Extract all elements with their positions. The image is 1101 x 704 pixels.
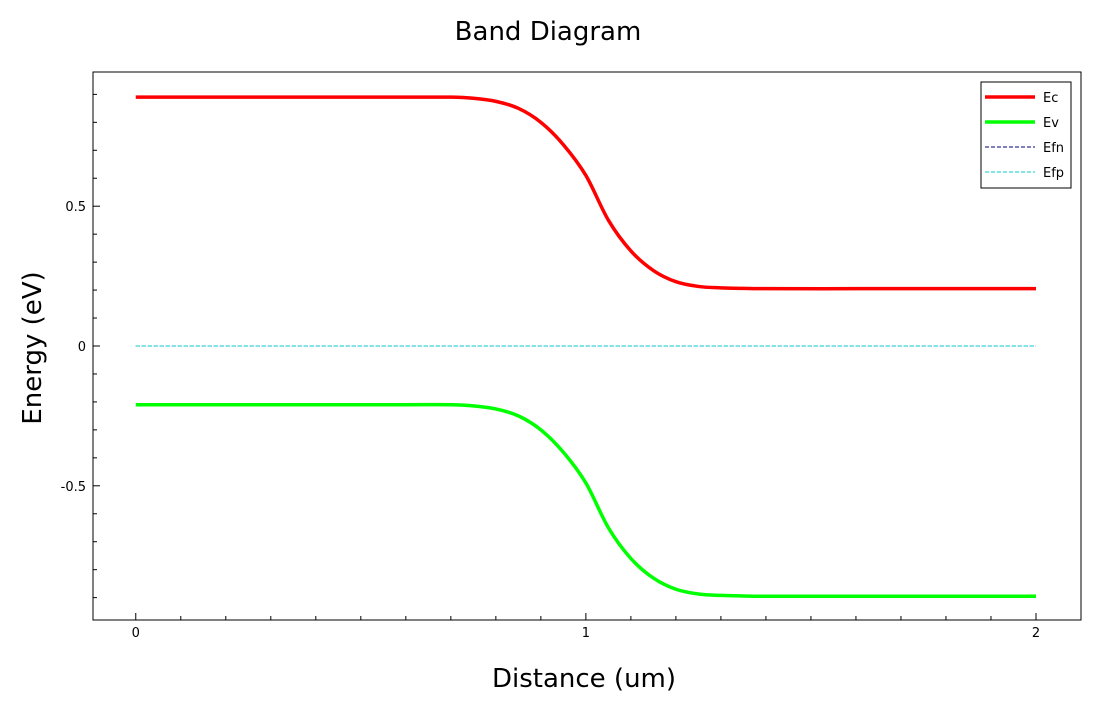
y-tick-label: 0 xyxy=(78,340,86,355)
y-tick-label: -0.5 xyxy=(61,480,86,495)
series-line-ev xyxy=(135,402,1036,599)
series-layer xyxy=(135,95,1036,599)
chart-title: Band Diagram xyxy=(455,17,642,47)
legend-label-ec: Ec xyxy=(1043,91,1058,106)
legend-box xyxy=(980,81,1072,189)
y-tick-label: 0.5 xyxy=(65,200,86,215)
y-axis-label: Energy (eV) xyxy=(18,271,48,424)
x-axis-label: Distance (um) xyxy=(492,664,676,694)
x-tick-label: 2 xyxy=(1032,626,1040,641)
legend-label-efn: Efn xyxy=(1043,141,1064,156)
legend: Ec Ev Efn Efp xyxy=(980,81,1072,189)
series-line-ec xyxy=(135,95,1036,291)
axis-ticks: 0 1 2 -0.5 0 0.5 xyxy=(61,93,1040,641)
legend-label-efp: Efp xyxy=(1043,166,1064,181)
x-tick-label: 0 xyxy=(132,626,140,641)
legend-label-ev: Ev xyxy=(1043,116,1059,131)
x-tick-label: 1 xyxy=(582,626,590,641)
